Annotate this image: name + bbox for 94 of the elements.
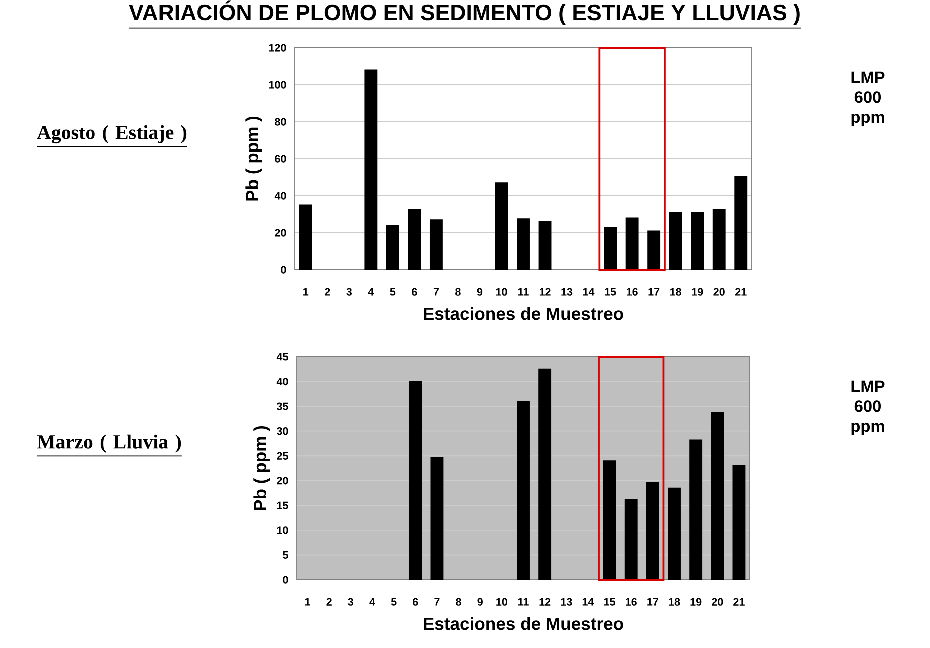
x-tick-label: 20 [714, 288, 725, 296]
bar [624, 499, 638, 580]
bar [299, 204, 312, 270]
x-tick-label: 15 [605, 288, 616, 296]
x-tick-label: 13 [562, 288, 573, 296]
y-tick-label: 40 [274, 192, 286, 200]
y-axis-title: Pb ( ppm ) [254, 426, 270, 510]
y-tick-label: 20 [275, 229, 286, 237]
x-tick-label: 11 [518, 598, 529, 606]
x-tick-label: 3 [346, 288, 352, 296]
bar [538, 368, 552, 580]
bar [626, 218, 639, 270]
x-tick-label: 14 [583, 288, 595, 296]
x-tick-label: 9 [478, 598, 483, 606]
x-tick-label: 4 [368, 288, 374, 296]
bar [691, 212, 704, 270]
x-tick-label: 6 [413, 598, 418, 606]
y-axis-title: Pb ( ppm ) [246, 116, 262, 201]
y-tick-label: 0 [283, 576, 288, 584]
x-tick-label: 7 [434, 598, 440, 606]
x-tick-label: 12 [540, 288, 551, 296]
bar [430, 220, 443, 270]
bar [712, 209, 726, 270]
bar [669, 212, 682, 270]
bar [538, 221, 552, 270]
y-tick-label: 60 [275, 155, 286, 163]
bar [711, 412, 724, 580]
x-tick-label: 20 [712, 598, 724, 606]
x-tick-label: 19 [690, 598, 702, 606]
y-tick-label: 45 [276, 353, 288, 361]
x-tick-label: 10 [496, 598, 508, 606]
bar [517, 401, 530, 580]
bar [734, 176, 748, 270]
x-axis-title: Estaciones de Muestreo [424, 617, 624, 630]
x-tick-label: 19 [692, 288, 704, 296]
x-tick-label: 2 [325, 288, 330, 296]
x-tick-label: 5 [391, 598, 397, 606]
x-tick-label: 16 [626, 598, 637, 606]
x-tick-label: 3 [348, 598, 354, 606]
y-tick-label: 40 [276, 378, 288, 386]
x-tick-label: 7 [434, 288, 439, 296]
x-tick-label: 12 [540, 598, 551, 606]
x-tick-label: 4 [370, 598, 376, 606]
bar [603, 460, 616, 580]
x-tick-label: 14 [582, 598, 594, 606]
y-tick-label: 0 [281, 266, 286, 274]
y-tick-label: 10 [277, 526, 288, 534]
x-tick-label: 18 [670, 288, 682, 296]
x-tick-label: 8 [456, 288, 461, 296]
x-tick-label: 1 [304, 288, 309, 296]
y-tick-label: 20 [277, 477, 288, 485]
x-tick-label: 13 [561, 598, 572, 606]
y-tick-label: 30 [277, 428, 288, 436]
bar [517, 218, 530, 270]
bar [430, 457, 444, 580]
bar [732, 466, 746, 580]
x-tick-label: 8 [456, 598, 462, 606]
x-tick-label: 18 [669, 598, 680, 606]
x-tick-label: 17 [648, 598, 658, 606]
x-tick-label: 1 [305, 598, 310, 606]
bar [495, 182, 508, 270]
bar [409, 381, 422, 580]
x-tick-label: 9 [477, 288, 483, 296]
bar [668, 488, 681, 580]
text: LMP 600 ppm [852, 72, 885, 126]
x-axis-title: Estaciones de Muestreo [424, 307, 624, 320]
bar [646, 482, 660, 580]
x-tick-label: 5 [390, 288, 396, 296]
x-tick-label: 10 [496, 288, 508, 296]
x-tick-label: 11 [518, 288, 529, 296]
x-tick-label: 15 [604, 598, 616, 606]
chart-title: VARIACIÓN DE PLOMO EN SEDIMENTO ( ESTIAJE Y LLUVIAS ) [129, 0, 800, 26]
text: Marzo ( Lluvia ) [37, 434, 182, 453]
x-tick-label: 2 [326, 598, 332, 606]
bar [604, 226, 618, 270]
y-tick-label: 15 [277, 502, 288, 510]
y-tick-label: 5 [283, 551, 288, 559]
y-tick-label: 25 [277, 452, 288, 460]
bar [364, 70, 378, 270]
x-tick-label: 6 [412, 288, 418, 296]
bar [690, 440, 703, 580]
y-tick-label: 35 [277, 402, 288, 410]
y-tick-label: 100 [269, 81, 286, 89]
x-tick-label: 17 [648, 288, 660, 296]
bar [648, 230, 661, 270]
x-tick-label: 16 [626, 288, 638, 296]
text: Agosto ( Estiaje ) [37, 125, 187, 144]
y-tick-label: 120 [269, 44, 286, 52]
bar [386, 225, 400, 270]
bar [408, 209, 422, 270]
x-tick-label: 21 [736, 288, 747, 296]
y-tick-label: 80 [275, 118, 286, 126]
x-tick-label: 21 [734, 598, 745, 606]
text: LMP 600 ppm [852, 380, 885, 436]
